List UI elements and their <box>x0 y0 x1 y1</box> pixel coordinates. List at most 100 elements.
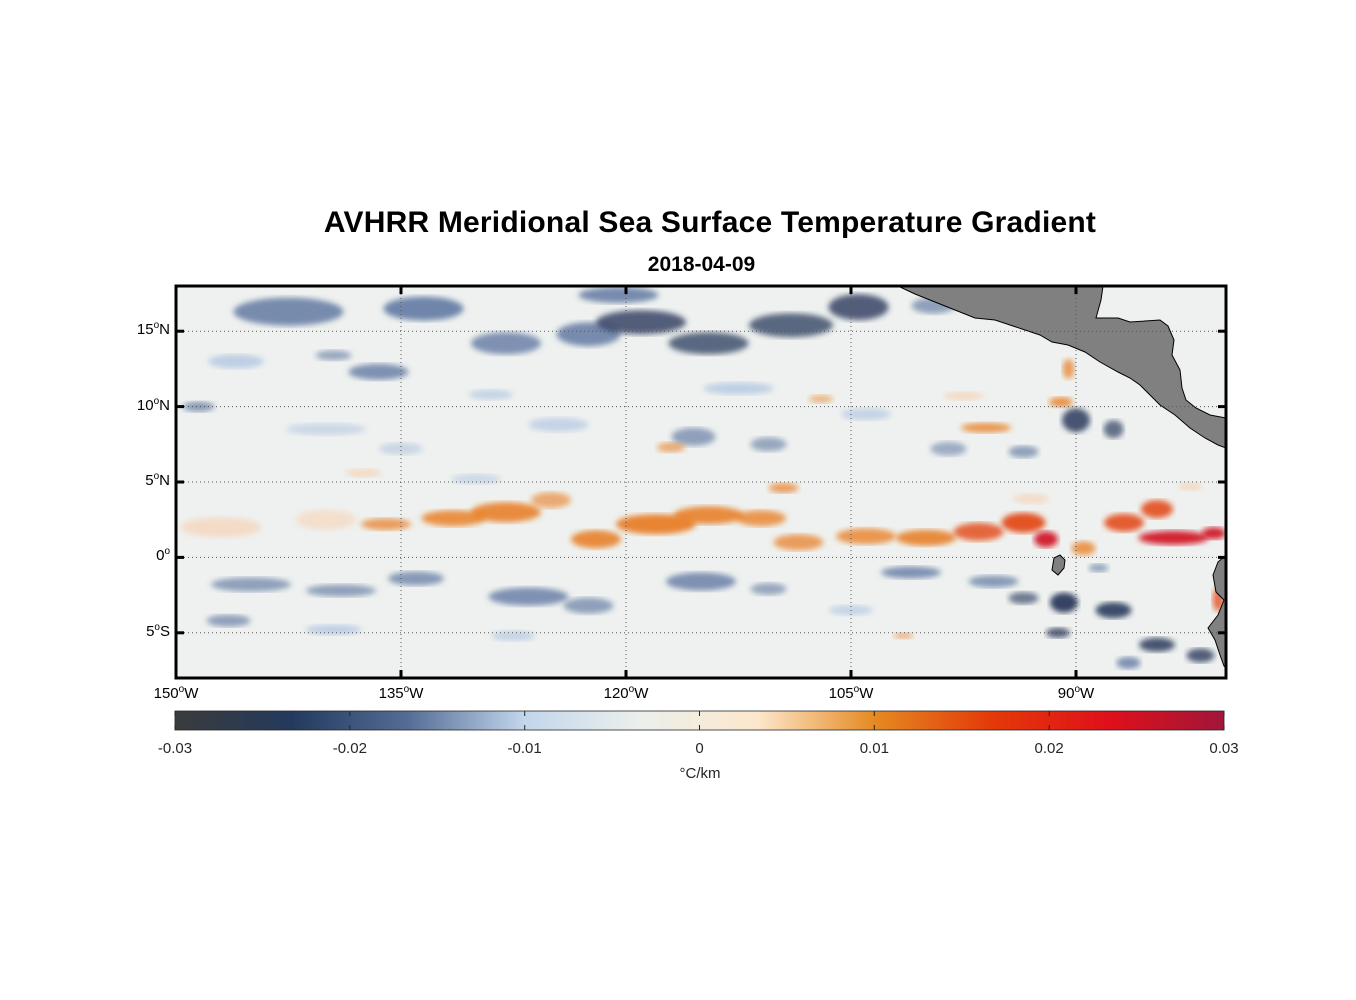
field-patch <box>379 442 423 455</box>
field-patch <box>768 483 799 493</box>
colorbar-tick-label: -0.02 <box>332 740 367 757</box>
field-patch <box>361 518 411 531</box>
colorbar-tick-label: 0.02 <box>1034 740 1064 757</box>
field-patch <box>208 354 264 369</box>
degree-symbol: o <box>853 684 860 695</box>
lon-label-hemisphere: W <box>634 685 649 702</box>
field-patch <box>1178 482 1202 491</box>
field-patch <box>881 566 941 579</box>
field-patch <box>1071 541 1096 556</box>
lon-label-value: 150 <box>153 685 179 702</box>
figure-title: AVHRR Meridional Sea Surface Temperature… <box>323 206 1097 239</box>
lat-label-hemisphere: N <box>159 396 170 414</box>
land-galapagos <box>1051 554 1066 576</box>
field-patch <box>596 310 686 335</box>
lon-label-hemisphere: W <box>859 685 874 702</box>
field-patch <box>182 401 215 412</box>
graticule <box>175 286 1226 678</box>
field-patch <box>315 350 352 361</box>
lat-label: 5oS <box>100 622 170 640</box>
field-patch <box>657 442 685 453</box>
field-patch <box>563 597 614 614</box>
figure-subtitle: 2018-04-09 <box>647 253 756 276</box>
field-patch <box>306 584 376 597</box>
colorbar-tick-label: -0.03 <box>157 740 193 757</box>
degree-symbol: o <box>1074 684 1081 695</box>
degree-symbol: o <box>154 621 160 633</box>
field-patch <box>828 294 889 321</box>
lon-label: 150oW <box>126 684 226 702</box>
field-patch <box>488 587 569 606</box>
lat-label: 5oN <box>100 471 170 489</box>
field-patch <box>668 332 749 355</box>
field-patch <box>1202 527 1226 540</box>
degree-symbol: o <box>164 546 170 558</box>
field-patch <box>296 509 356 530</box>
field-patch <box>421 510 486 527</box>
field-patch <box>388 571 444 586</box>
field-patch <box>673 506 744 525</box>
field-patch <box>1008 445 1039 458</box>
lat-label: 10oN <box>100 396 170 414</box>
lon-label-hemisphere: W <box>409 685 424 702</box>
field-patch <box>528 417 589 432</box>
degree-symbol: o <box>153 471 160 482</box>
colorbar-ticks <box>174 711 1225 730</box>
colorbar-unit-label: °C/km <box>679 765 721 782</box>
field-patch <box>1008 592 1039 605</box>
degree-symbol: o <box>178 684 185 695</box>
lat-label-value: 5 <box>146 622 155 640</box>
field-patch <box>750 583 787 595</box>
field-patch <box>750 437 787 452</box>
field-patch <box>471 332 541 355</box>
field-patch <box>736 510 786 527</box>
field-patch <box>345 469 382 477</box>
field-patch <box>233 297 344 326</box>
lon-label: 135oW <box>351 684 451 702</box>
degree-symbol: o <box>153 320 160 332</box>
field-patch <box>471 502 541 523</box>
field-patch <box>1139 637 1175 652</box>
land-south-america <box>1207 554 1226 669</box>
field-patch <box>896 529 956 546</box>
sst-gradient-field <box>181 287 1226 669</box>
field-patch <box>1095 602 1132 619</box>
field-patch <box>531 492 571 509</box>
degree-symbol: o <box>628 684 635 695</box>
degree-symbol: o <box>153 395 160 407</box>
field-patch <box>943 392 984 401</box>
colorbar-tick-label: -0.01 <box>507 740 542 757</box>
field-patch <box>1062 358 1075 379</box>
land-masses <box>897 286 1226 669</box>
lon-label: 105oW <box>801 684 901 702</box>
lon-label-value: 105 <box>828 685 854 702</box>
field-patch <box>286 423 366 436</box>
lon-label-hemisphere: W <box>184 685 199 702</box>
lon-label-hemisphere: W <box>1080 685 1095 702</box>
lat-label-value: 15 <box>136 321 154 339</box>
field-patch <box>841 408 891 421</box>
field-patch <box>1138 530 1209 545</box>
field-patch <box>953 522 1004 541</box>
field-patch <box>1062 408 1090 433</box>
lat-label-value: 0 <box>156 547 165 565</box>
field-patch <box>1186 648 1215 663</box>
field-patch <box>893 632 914 639</box>
field-patch <box>383 296 464 321</box>
field-patch <box>1104 513 1144 532</box>
lon-label-value: 135 <box>378 685 404 702</box>
lat-label-hemisphere: N <box>159 472 170 489</box>
field-patch <box>206 614 251 627</box>
lon-label: 120oW <box>576 684 676 702</box>
field-patch <box>1046 627 1070 638</box>
field-patch <box>181 517 261 538</box>
field-patch <box>961 422 1011 433</box>
lat-label-hemisphere: N <box>159 321 170 339</box>
field-patch <box>1141 500 1173 519</box>
colorbar-tick-label: 0.03 <box>1209 740 1239 757</box>
field-patch <box>1103 420 1124 439</box>
colorbar-tick-label: 0.01 <box>859 740 889 757</box>
lon-label-value: 120 <box>603 685 629 702</box>
field-patch <box>571 530 621 549</box>
field-patch <box>348 363 409 380</box>
